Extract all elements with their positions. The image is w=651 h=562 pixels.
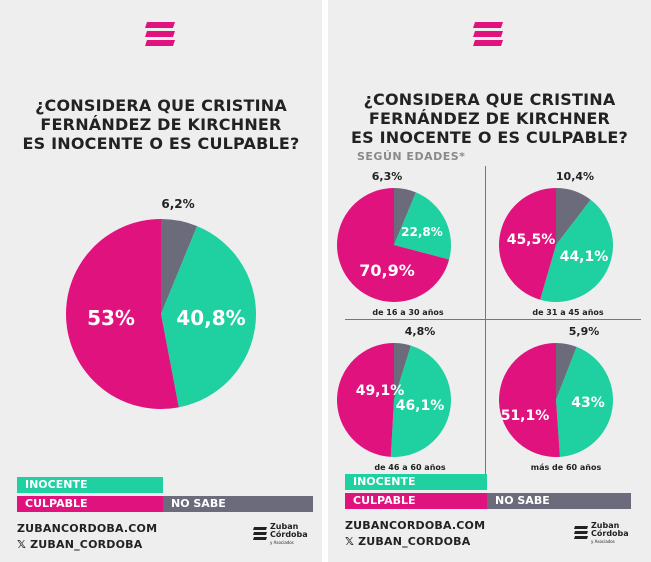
data-label-no-sabe: 6,3% [372, 170, 403, 183]
pie-60-plus: 5,9% 43% 51,1% más de 60 años [498, 325, 613, 472]
left-title-line-3: ES INOCENTE O ES CULPABLE? [22, 134, 300, 153]
data-label-no-sabe: 10,4% [556, 170, 594, 183]
data-label-no-sabe: 5,9% [569, 325, 600, 338]
pie-slice-no-sabe [556, 343, 577, 400]
brand-mark-icon [574, 526, 588, 539]
brand-line-3: y Asociados [270, 540, 294, 545]
pie-46-60: 4,8% 46,1%49,1% de 46 a 60 años [337, 325, 451, 472]
right-title-line-2: FERNÁNDEZ DE KIRCHNER [368, 109, 611, 128]
pie-slice-culpable [498, 343, 560, 457]
left-title-line-1: ¿CONSIDERA QUE CRISTINA [35, 96, 287, 115]
right-panel: ¿CONSIDERA QUE CRISTINA FERNÁNDEZ DE KIR… [328, 0, 651, 562]
pie-slice-no-sabe [394, 188, 416, 245]
legend-culpable-label: CULPABLE [25, 497, 88, 510]
right-title-line-3: ES INOCENTE O ES CULPABLE? [350, 128, 628, 147]
data-label-culpable: 51,1% [501, 408, 550, 424]
pie-slice-no-sabe [556, 188, 591, 245]
brand-line-1: Zuban [270, 522, 299, 531]
brand-line-2: Córdoba [591, 529, 629, 538]
legend-inocente-label: INOCENTE [25, 478, 88, 491]
website-link[interactable]: ZUBANCORDOBA.COM [17, 522, 158, 535]
pie-slice-inocente [540, 199, 613, 302]
pie-slice-inocente [556, 346, 613, 457]
brand-name: Zuban Córdoba y Asociados [270, 523, 308, 547]
horizontal-divider [345, 319, 641, 320]
pie-31-45: 10,4% 44,1%45,5% de 31 a 45 años [499, 170, 613, 317]
social-handle[interactable]: 𝕏 ZUBAN_CORDOBA [345, 535, 471, 548]
pie-slice-inocente [390, 345, 451, 457]
data-label-culpable: 70,9% [359, 261, 415, 280]
left-title: ¿CONSIDERA QUE CRISTINA FERNÁNDEZ DE KIR… [0, 96, 322, 153]
legend-no-sabe: NO SABE [487, 493, 631, 509]
zuban-logo-icon [145, 22, 175, 46]
pie-16-30: 6,3% 22,8% 70,9% de 16 a 30 años [337, 170, 451, 317]
legend-culpable: CULPABLE [345, 493, 487, 509]
vertical-divider [485, 166, 486, 474]
brand-name: Zuban Córdoba y Asociados [591, 522, 629, 546]
right-title: ¿CONSIDERA QUE CRISTINA FERNÁNDEZ DE KIR… [328, 90, 651, 147]
brand-line-1: Zuban [591, 521, 620, 530]
data-label-culpable: 53% [87, 306, 135, 330]
data-label-no-sabe: 6,2% [161, 197, 194, 211]
pie-slice-inocente [394, 192, 451, 260]
pie-caption: de 16 a 30 años [372, 308, 444, 317]
age-subtitle: SEGÚN EDADES* [357, 150, 466, 163]
left-panel: ¿CONSIDERA QUE CRISTINA FERNÁNDEZ DE KIR… [0, 0, 322, 562]
pie-slice-culpable [499, 188, 556, 300]
legend-no-sabe-label: NO SABE [171, 497, 226, 510]
pie-slice-no-sabe [161, 219, 198, 314]
data-label-inocente: 43% [571, 395, 605, 411]
pie-slice-inocente [161, 226, 257, 408]
brand-mark-icon [253, 527, 267, 540]
data-label-inocente: 22,8% [401, 225, 443, 239]
legend-inocente: INOCENTE [17, 477, 163, 493]
pie-slice-culpable [66, 219, 179, 409]
data-label-inocente: 46,1% [396, 398, 445, 414]
zuban-logo-icon [473, 22, 503, 46]
right-title-line-1: ¿CONSIDERA QUE CRISTINA [363, 90, 616, 109]
data-label-no-sabe: 4,8% [405, 325, 436, 338]
website-link[interactable]: ZUBANCORDOBA.COM [345, 519, 486, 532]
pie-caption: de 31 a 45 años [532, 308, 604, 317]
data-label-inocente: 44,1% [560, 249, 609, 265]
brand-line-3: y Asociados [591, 539, 615, 544]
social-handle[interactable]: 𝕏 ZUBAN_CORDOBA [17, 538, 143, 551]
pie-caption: de 46 a 60 años [374, 463, 446, 472]
data-label-inocente: 40,8% [176, 306, 245, 330]
data-label-culpable: 45,5% [507, 232, 556, 248]
pie-slice-culpable [337, 343, 394, 457]
legend-no-sabe-label: NO SABE [495, 494, 550, 507]
data-label-culpable: 49,1% [356, 383, 405, 399]
legend-culpable-label: CULPABLE [353, 494, 416, 507]
legend-inocente: INOCENTE [345, 474, 487, 490]
legend-inocente-label: INOCENTE [353, 475, 416, 488]
brand-line-2: Córdoba [270, 530, 308, 539]
legend-culpable: CULPABLE [17, 496, 163, 512]
pie-slice-culpable [337, 188, 450, 302]
main-pie-chart: 6,2% 40,8% 53% [66, 197, 257, 409]
pie-slice-no-sabe [394, 343, 411, 400]
left-title-line-2: FERNÁNDEZ DE KIRCHNER [40, 115, 282, 134]
pie-caption: más de 60 años [531, 463, 602, 472]
legend-no-sabe: NO SABE [163, 496, 313, 512]
